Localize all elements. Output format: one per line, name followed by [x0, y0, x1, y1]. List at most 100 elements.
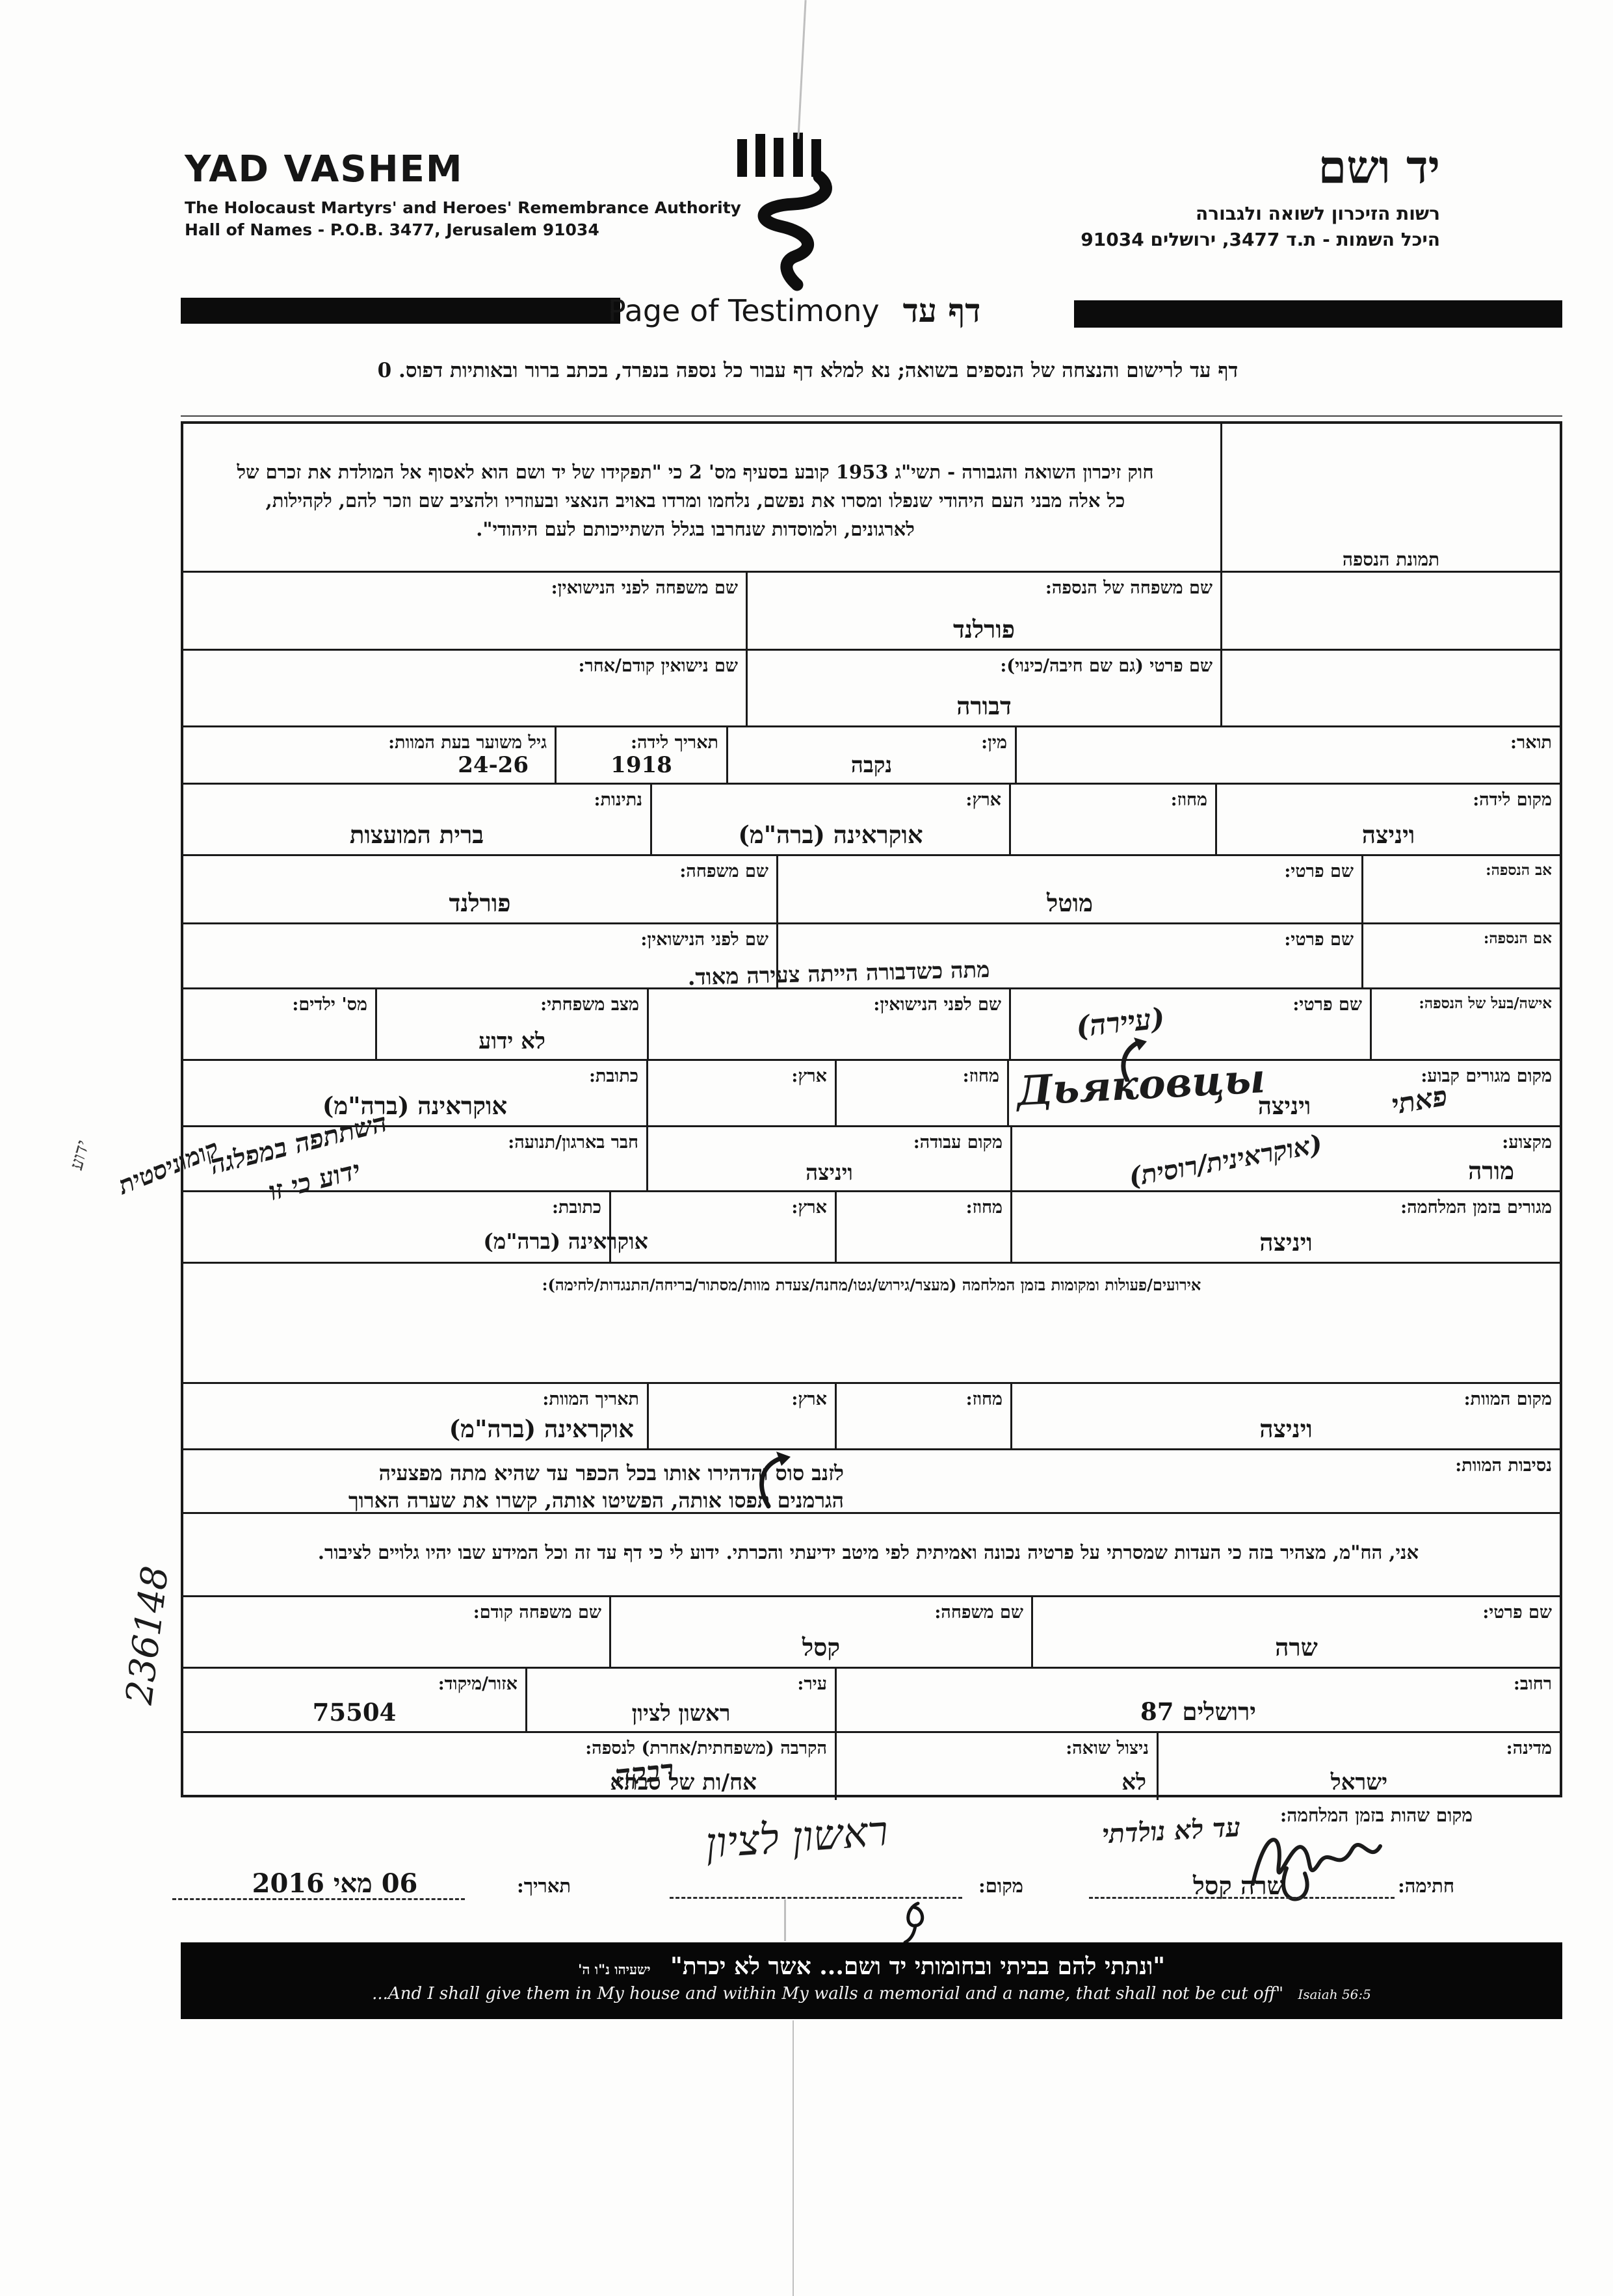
field-label: שם משפחה של הנספה: [1045, 578, 1213, 598]
field-value: ישראל [1330, 1769, 1388, 1795]
page-title-english: Page of Testimony [608, 293, 880, 328]
banner-english-source: Isaiah 56:5 [1298, 1987, 1371, 2002]
stay-during-war-label: מקום שהות בזמן המלחמה: [1279, 1805, 1473, 1826]
row-spouse: אישה/בעל של הנספה: שם פרטי: שם לפני הניש… [183, 989, 1560, 1061]
banner-hebrew-quote: "ונתתי להם בביתי ובחומותי יד ושם... אשר … [181, 1953, 1562, 1980]
mother-header-cell: אם הנספה: [1361, 924, 1560, 987]
signature-label: חתימה: [1398, 1875, 1455, 1897]
scripture-banner: "ונתתי להם בביתי ובחומותי יד ושם... אשר … [181, 1942, 1562, 2019]
field-death-district: מחוז: [835, 1384, 1010, 1448]
field-city: עיר: ראשון לציון [525, 1669, 835, 1731]
law-text: חוק זיכרון השואה והגבורה - תשי"ג 1953 קו… [183, 424, 1220, 543]
field-label: תאריך המוות: [542, 1389, 639, 1409]
row-wartime-residence: מגורים בזמן המלחמה: ויניצה מחוז: ארץ: כת… [183, 1192, 1560, 1264]
row-residence: מקום מגורים קבוע: ויניצה מחוז: ארץ: כתוב… [183, 1061, 1560, 1127]
row-submitter-name: שם פרטי: שרה שם משפחה: קסל שם משפחה קודם… [183, 1597, 1560, 1669]
field-gender: מין: נקבה [726, 727, 1015, 783]
declaration-text: אני, הח"מ, מצהיר בזה כי העדות שמסרתי על … [317, 1541, 1419, 1563]
field-label: אירועים/פעולות ומקומות בזמן המלחמה (מעצר… [542, 1275, 1201, 1294]
field-label: מקום לידה: [1473, 790, 1552, 810]
scan-crease-top [797, 0, 807, 139]
father-header-cell: אב הנספה: [1361, 856, 1560, 922]
field-value: 1918 [610, 752, 672, 778]
field-label: מצב משפחתי: [540, 995, 639, 1015]
field-label: מדינה: [1506, 1738, 1552, 1758]
org-subtitle-hebrew: רשות הזיכרון לשואה ולגבורה היכל השמות - … [1081, 201, 1440, 253]
field-death-place: מקום המוות: ויניצה [1010, 1384, 1560, 1448]
field-label: שם פרטי: [1482, 1602, 1552, 1623]
form-instruction: דף עד לרישום והנצחה של הנספים בשואה; נא … [377, 359, 1239, 382]
field-value: ויניצה [1257, 1091, 1311, 1120]
org-name-english: YAD VASHEM [185, 148, 464, 190]
field-label: כתובת: [588, 1066, 638, 1086]
stray-pen-mark [896, 1899, 935, 1945]
field-label: שם משפחה לפני הנישואין: [551, 578, 738, 598]
field-value: מורה [1468, 1156, 1514, 1185]
org-subtitle-english: The Holocaust Martyrs' and Heroes' Remem… [185, 197, 741, 241]
field-value: שרה [1275, 1633, 1318, 1662]
field-holocaust-survivor: ניצול שואה: לא [835, 1733, 1157, 1800]
field-label: חבר בארגון/תנועה: [508, 1132, 638, 1153]
field-residence-country: ארץ: [646, 1061, 835, 1125]
field-residence-district: מחוז: [835, 1061, 1007, 1125]
banner-hebrew-text: "ונתתי להם בביתי ובחומותי יד ושם... אשר … [670, 1953, 1166, 1980]
field-zip: אזור/מיקוד: 75504 [183, 1669, 525, 1731]
field-label: ארץ: [791, 1389, 827, 1409]
field-age-at-death: גיל משוער בעת המוות: 24-26 [183, 727, 555, 783]
law-line-3: לארגונים, ולמוסדות שנחרבו בגלל השתייכותם… [476, 518, 915, 540]
field-wartime-place: מגורים בזמן המלחמה: ויניצה [1010, 1192, 1560, 1262]
field-label: רחוב: [1513, 1674, 1552, 1694]
date-line [172, 1898, 465, 1900]
row-personal: תואר: מין: נקבה תאריך לידה: 1918 גיל משו… [183, 727, 1560, 785]
field-death-circumstances: נסיבות המוות: לזנב סוס והדהירו אותו בכל … [183, 1450, 1560, 1513]
field-label: שם פרטי (גם שם חיבה/כינוי): [1000, 656, 1213, 676]
signature-date-value: 06 מאי 2016 [252, 1868, 418, 1899]
field-label: מס' ילדים: [292, 995, 367, 1015]
field-mother-first-name: שם פרטי: [776, 924, 1361, 987]
field-label: שם משפחה קודם: [473, 1602, 601, 1623]
field-label: מין: [981, 733, 1007, 753]
field-label: עיר: [797, 1674, 827, 1694]
header-english: YAD VASHEM The Holocaust Martyrs' and He… [185, 148, 741, 241]
field-value: 24-26 [458, 752, 529, 778]
field-label: שם לפני הנישואין: [873, 995, 1001, 1015]
field-submitter-family-name: שם משפחה: קסל [609, 1597, 1031, 1667]
field-label: כתובת: [551, 1197, 601, 1218]
signature-date-label: תאריך: [517, 1875, 571, 1897]
field-label: מחוז: [965, 1389, 1003, 1409]
section-label: אישה/בעל של הנספה: [1419, 995, 1552, 1012]
field-birth-date: תאריך לידה: 1918 [555, 727, 726, 783]
field-birth-place: מקום לידה: ויניצה [1215, 785, 1560, 854]
row-death-circumstances: נסיבות המוות: לזנב סוס והדהירו אותו בכל … [183, 1450, 1560, 1514]
law-line-1: חוק זיכרון השואה והגבורה - תשי"ג 1953 קו… [237, 461, 1154, 483]
field-submitter-first-name: שם פרטי: שרה [1031, 1597, 1560, 1667]
field-submitter-previous-name: שם משפחה קודם: [183, 1597, 609, 1667]
row-submitter-address: רחוב: ירושלים 87 עיר: ראשון לציון אזור/מ… [183, 1669, 1560, 1733]
field-label: שם לפני הנישואין: [640, 930, 768, 950]
field-maiden-name: שם משפחה לפני הנישואין: [183, 573, 746, 649]
row-father: אב הנספה: שם פרטי: מוטל שם משפחה: פורלנד [183, 856, 1560, 924]
field-residence-place: מקום מגורים קבוע: ויניצה [1007, 1061, 1560, 1125]
handwritten-not-born-note: עד לא נולדתי [1101, 1812, 1242, 1850]
field-label: מחוז: [965, 1197, 1003, 1218]
field-mother-maiden-name: שם לפני הנישואין: [183, 924, 776, 987]
field-label: גיל משוער בעת המוות: [388, 733, 547, 753]
continuation-arrow-icon [749, 1450, 801, 1509]
yad-vashem-logo-icon [733, 130, 837, 293]
handwritten-document-number: 236148 [118, 1563, 177, 1707]
section-label: אם הנספה: [1483, 930, 1552, 947]
field-value: אוקראינה (ברה"מ) [322, 1091, 508, 1120]
photo-cell-strip [1220, 573, 1560, 649]
handwritten-relation-name: רבקה [612, 1753, 676, 1793]
field-wartime-country: ארץ: [609, 1192, 835, 1262]
spouse-header-cell: אישה/בעל של הנספה: [1370, 989, 1560, 1059]
field-value: אח/ות של סבתא [610, 1769, 757, 1795]
row-mother: אם הנספה: שם פרטי: שם לפני הנישואין: [183, 924, 1560, 989]
field-label: נתינות: [594, 790, 642, 810]
field-value: מוטל [1046, 889, 1094, 917]
field-label: ארץ: [965, 790, 1001, 810]
field-value: ויניצה [1259, 1228, 1313, 1257]
field-label: שם פרטי: [1284, 861, 1354, 881]
field-family-name: שם משפחה של הנספה: פורלנד [746, 573, 1220, 649]
